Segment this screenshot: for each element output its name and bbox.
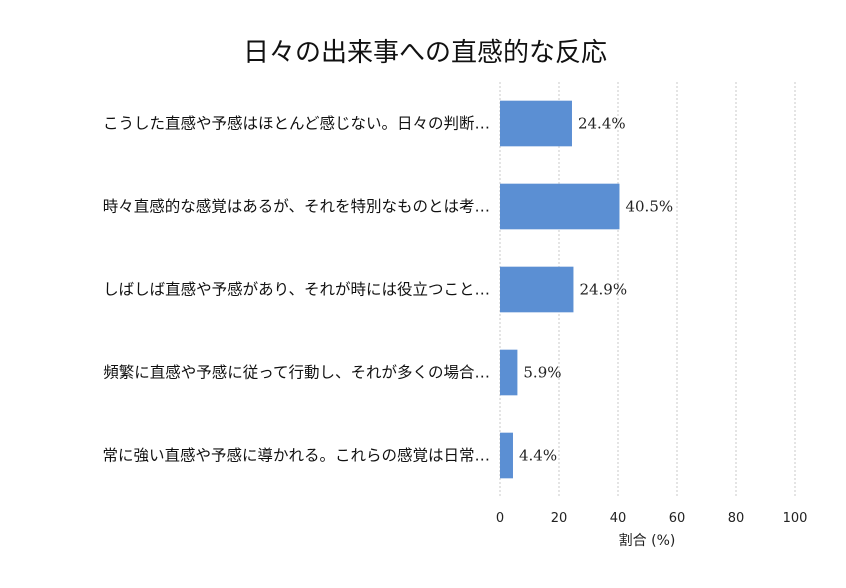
category-label: しばしば直感や予感があり、それが時には役立つこと… <box>103 281 490 299</box>
category-label: 常に強い直感や予感に導かれる。これらの感覚は日常… <box>102 447 490 465</box>
bar <box>500 349 518 396</box>
category-labels: こうした直感や予感はほとんど感じない。日々の判断… 時々直感的な感覚はあるが、それ… <box>102 115 490 465</box>
x-tick-label: 60 <box>669 511 686 526</box>
category-label: 頻繁に直感や予感に従って行動し、それが多くの場合… <box>103 363 490 382</box>
category-label: 時々直感的な感覚はあるが、それを特別なものとは考… <box>103 198 490 216</box>
x-axis-title: 割合 (%) <box>619 532 676 549</box>
value-label: 5.9% <box>523 364 561 382</box>
value-labels: 24.4% 40.5% 24.9% 5.9% 4.4% <box>519 115 673 465</box>
x-axis-ticks: 0 20 40 60 80 100 <box>496 511 808 526</box>
value-label: 24.4% <box>578 115 626 133</box>
x-tick-label: 100 <box>783 511 808 526</box>
bar <box>500 100 572 147</box>
x-tick-label: 40 <box>610 511 627 526</box>
bar <box>500 266 574 313</box>
x-tick-label: 0 <box>496 511 504 526</box>
bar <box>500 432 513 479</box>
value-label: 4.4% <box>519 447 557 465</box>
category-label: こうした直感や予感はほとんど感じない。日々の判断… <box>103 115 490 133</box>
bar <box>500 183 620 230</box>
value-label: 40.5% <box>625 198 673 216</box>
grid <box>499 82 796 497</box>
chart-title: 日々の出来事への直感的な反応 <box>243 38 607 68</box>
bars <box>500 100 620 479</box>
x-tick-label: 80 <box>728 511 745 526</box>
x-tick-label: 20 <box>551 511 568 526</box>
value-label: 24.9% <box>579 281 627 299</box>
